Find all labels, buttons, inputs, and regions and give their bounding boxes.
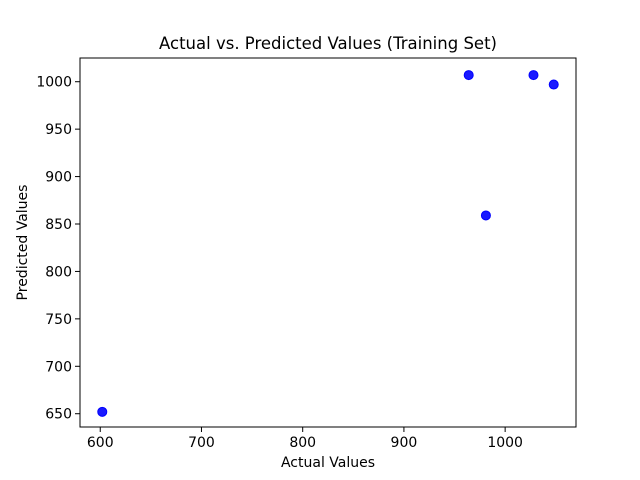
y-axis: 650 700 750 800 850 900 950 1000 [36,75,80,423]
y-tick-label: 750 [45,312,72,328]
x-axis-label: Actual Values [281,455,375,471]
y-tick-label: 800 [45,264,72,280]
x-axis: 600 700 800 900 1000 [87,427,523,451]
data-point [480,210,491,221]
data-point [463,70,474,81]
plot-area-frame [79,57,577,428]
data-point [528,70,539,81]
data-points [97,70,559,417]
y-tick-label: 850 [45,217,72,233]
chart-title: Actual vs. Predicted Values (Training Se… [159,34,497,53]
y-tick-label: 900 [45,170,72,186]
y-tick-label: 1000 [36,75,72,91]
x-tick-label: 600 [87,435,114,451]
data-point [548,79,559,90]
x-tick-label: 1000 [487,435,523,451]
data-point [97,406,108,417]
y-tick-label: 700 [45,359,72,375]
y-tick-label: 650 [45,407,72,423]
x-tick-label: 900 [391,435,418,451]
x-tick-label: 700 [188,435,215,451]
y-tick-label: 950 [45,122,72,138]
x-tick-label: 800 [289,435,316,451]
y-axis-label: Predicted Values [15,185,31,301]
